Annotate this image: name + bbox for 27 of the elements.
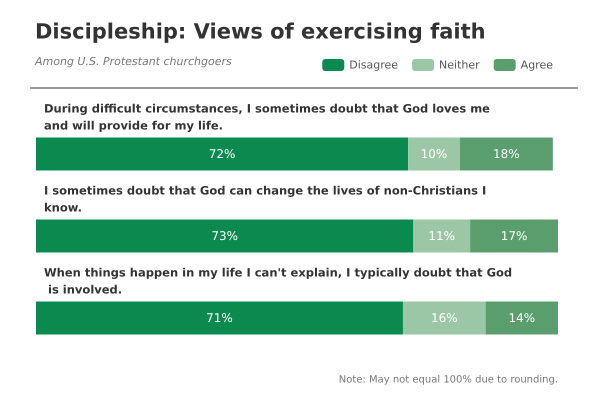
bar <box>413 220 470 252</box>
data-label: 73% <box>211 229 238 243</box>
data-label: 17% <box>500 229 528 243</box>
bar <box>36 302 403 334</box>
data-label: 16% <box>430 311 458 325</box>
y-tick-label: When things happen in my life I can't explain, I typically doubt that God is involved. <box>44 266 512 296</box>
data-label: 72% <box>208 147 236 161</box>
bar <box>460 138 553 170</box>
legend-label: Agree <box>520 58 554 72</box>
bar <box>408 138 460 170</box>
data-label: 11% <box>428 229 456 243</box>
data-label: 10% <box>420 147 448 161</box>
data-label: 18% <box>492 147 520 161</box>
y-tick-label: During difficult circumstances, I sometimes doubt that God loves me and will provide for my life. <box>44 102 494 132</box>
legend-label: Neither <box>439 58 480 72</box>
bar <box>36 138 408 170</box>
bar <box>402 302 486 334</box>
bar <box>36 220 414 252</box>
data-label: 14% <box>508 311 536 325</box>
bar <box>470 220 558 252</box>
y-tick-label: I sometimes doubt that God can change the lives of non-Christians I know. <box>44 184 490 214</box>
text: Note: May not equal 100% due to rounding. <box>338 374 558 386</box>
bar <box>486 302 558 334</box>
chart-subtitle: Among U.S. Protestant churchgoers <box>34 55 232 68</box>
chart-title: Discipleship: Views of exercising faith <box>35 20 486 44</box>
legend-label: Disagree <box>349 58 398 72</box>
data-label: 71% <box>206 311 233 325</box>
